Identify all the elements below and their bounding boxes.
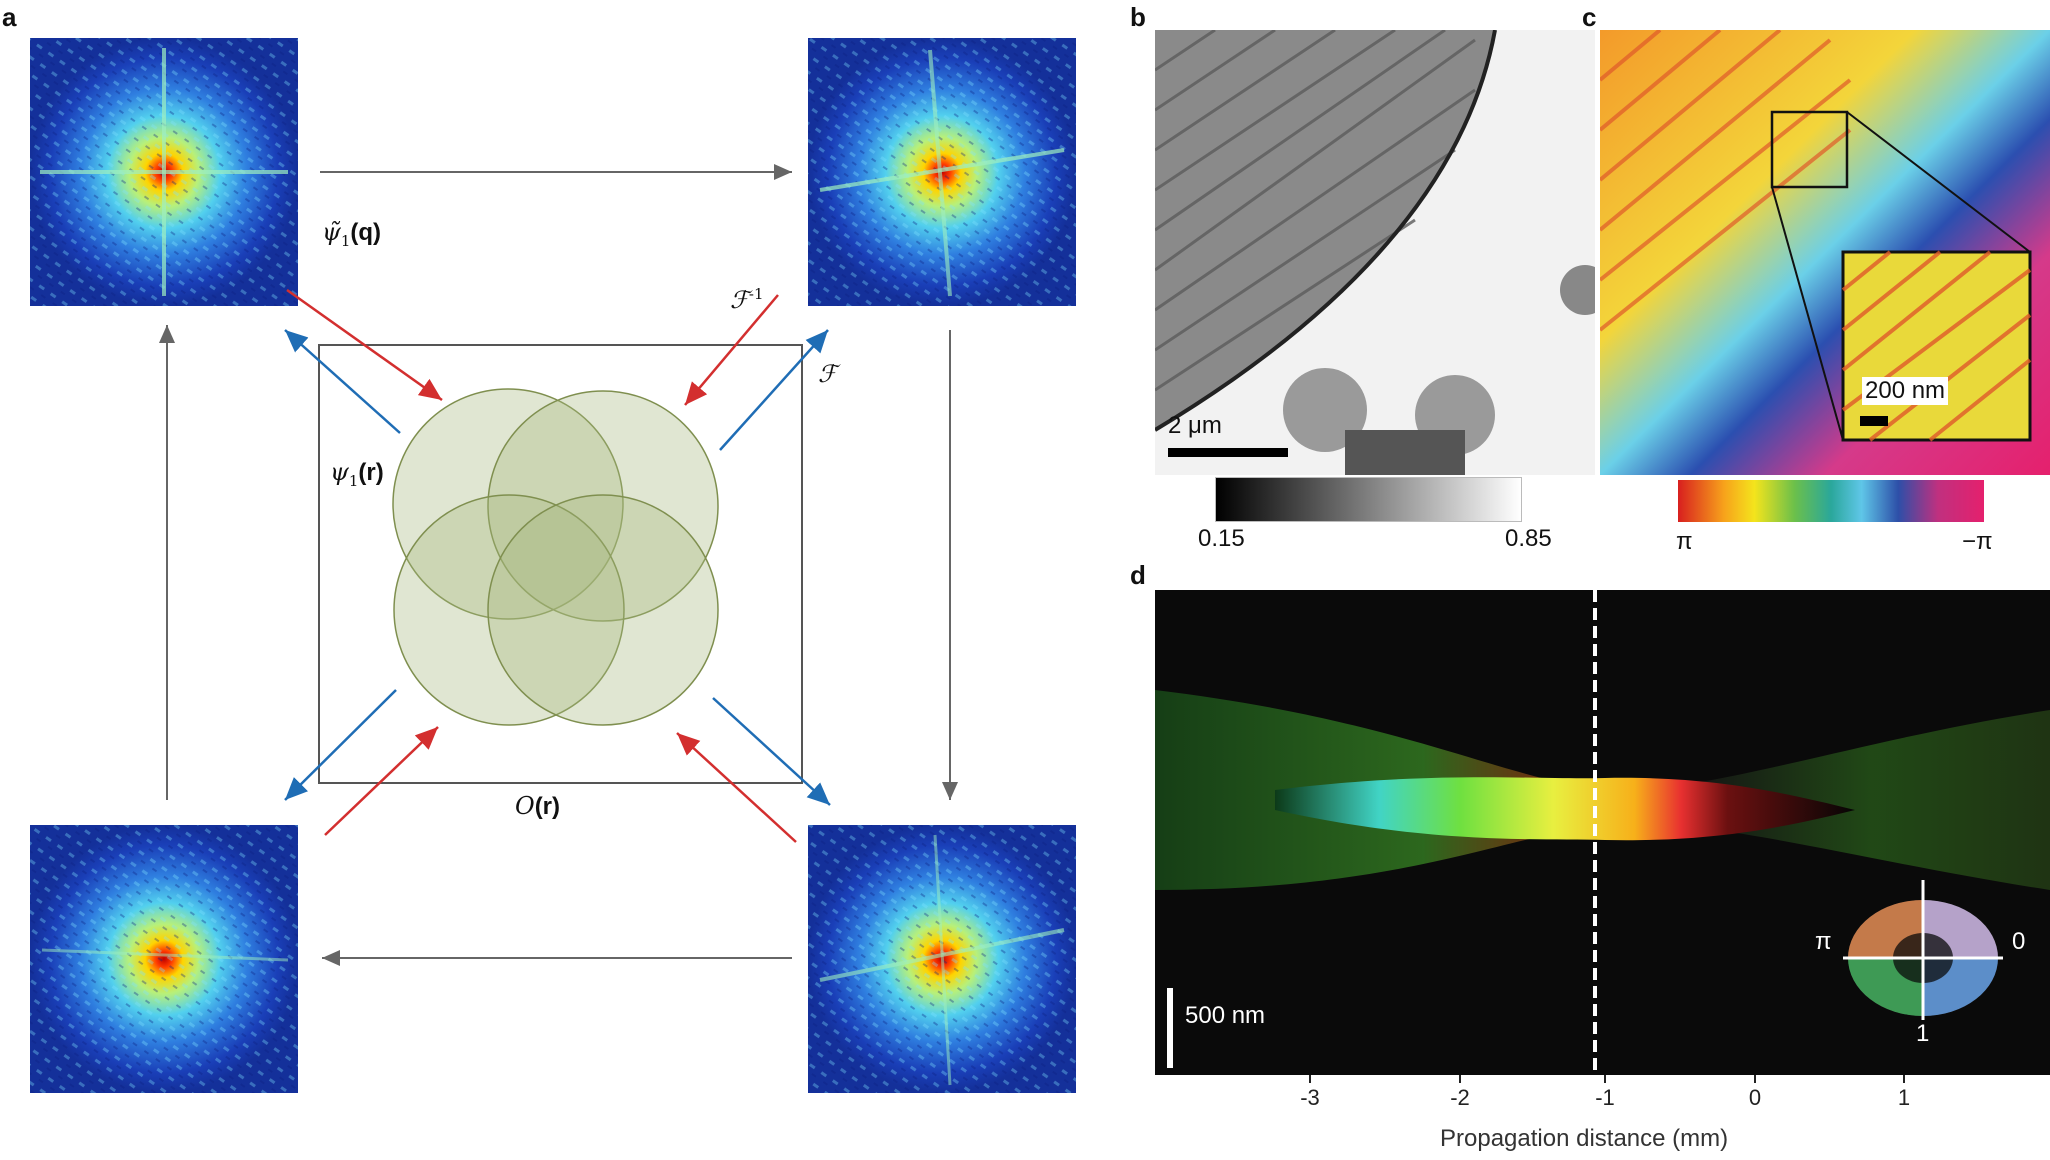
panel-label-a: a — [2, 2, 17, 32]
panel-label-c: c — [1582, 2, 1597, 32]
probe-circles — [392, 388, 719, 726]
panel-label-d: d — [1130, 560, 1146, 590]
phase-amplitude-wheel — [1843, 880, 2003, 1020]
diffraction-pattern-top-right — [808, 38, 1076, 306]
panel-b-colorbar-max: 0.85 — [1505, 525, 1552, 552]
panel-d-xlabel: Propagation distance (mm) — [1440, 1125, 1729, 1152]
panel-c-colorbar-right: −π — [1962, 528, 1993, 555]
xtick-label: 0 — [1748, 1085, 1762, 1110]
wheel-label-one: 1 — [1916, 1020, 1930, 1047]
label-psi-r: ψ1(r) — [330, 458, 384, 490]
xtick-label: -3 — [1300, 1085, 1320, 1110]
label-object: O(r) — [515, 792, 561, 820]
panel-b-scalebar — [1168, 448, 1288, 457]
label-fourier-inverse: ℱ-1 — [730, 285, 764, 314]
panel-b-colorbar — [1215, 477, 1522, 522]
wheel-label-pi: π — [1815, 928, 1832, 955]
label-fourier: ℱ — [818, 360, 837, 388]
panel-d-scalebar-label: 500 nm — [1185, 1002, 1266, 1029]
wheel-label-zero: 0 — [2012, 928, 2026, 955]
diffraction-pattern-bottom-left — [30, 825, 298, 1093]
xtick-label: 1 — [1897, 1085, 1911, 1110]
panel-b-amplitude-image — [1155, 30, 1595, 475]
xtick-label: -2 — [1450, 1085, 1470, 1110]
panel-c-inset-scalebar-label: 200 nm — [1862, 377, 1949, 405]
label-psi-q: ψ̃1(q) — [322, 218, 382, 250]
panel-d-tick-marks — [1309, 1075, 1905, 1083]
panel-c-phase-image — [1600, 30, 2050, 475]
diffraction-pattern-bottom-right — [808, 825, 1076, 1093]
object-frame — [318, 344, 803, 784]
panel-label-b: b — [1130, 2, 1146, 32]
xtick-label: -1 — [1595, 1085, 1615, 1110]
panel-c-colorbar-left: π — [1676, 528, 1693, 555]
panel-b-scalebar-label: 2 μm — [1168, 412, 1222, 439]
panel-c-colorbar — [1678, 480, 1984, 522]
panel-a-diagram — [30, 38, 1076, 1093]
panel-d-beam-propagation — [1155, 590, 2050, 1075]
diffraction-pattern-top-left — [30, 38, 298, 306]
panel-b-colorbar-min: 0.15 — [1198, 525, 1245, 552]
